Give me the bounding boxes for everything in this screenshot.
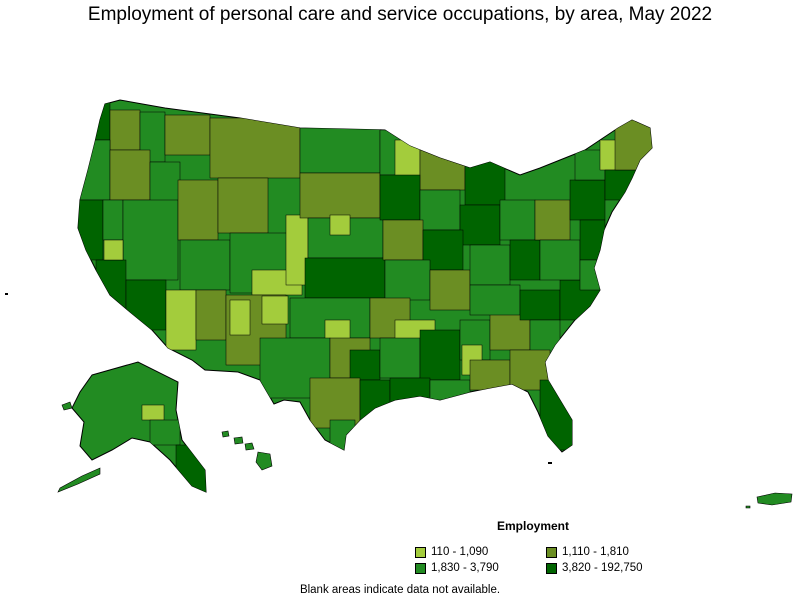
legend-item: 110 - 1,090 (415, 546, 488, 558)
legend-label: 3,820 - 192,750 (562, 562, 643, 574)
legend-swatch (415, 562, 426, 574)
legend-swatch (546, 546, 557, 558)
offshore-island (5, 293, 8, 295)
legend-item: 1,830 - 3,790 (415, 562, 499, 574)
puerto-rico (745, 492, 793, 509)
footnote: Blank areas indicate data not available. (299, 584, 501, 596)
hawaii (221, 430, 273, 471)
map-title: Employment of personal care and service … (87, 4, 713, 25)
legend-swatch (415, 546, 426, 558)
alaska (57, 361, 207, 493)
legend: 110 - 1,090 1,110 - 1,810 1,830 - 3,790 … (415, 546, 675, 578)
legend-title: Employment (497, 519, 570, 533)
legend-item: 1,110 - 1,810 (546, 546, 629, 558)
legend-label: 110 - 1,090 (431, 546, 489, 558)
legend-swatch (546, 562, 557, 574)
legend-label: 1,830 - 3,790 (431, 562, 499, 574)
offshore-island (548, 462, 552, 464)
legend-label: 1,110 - 1,810 (562, 546, 629, 558)
legend-item: 3,820 - 192,750 (546, 562, 643, 574)
